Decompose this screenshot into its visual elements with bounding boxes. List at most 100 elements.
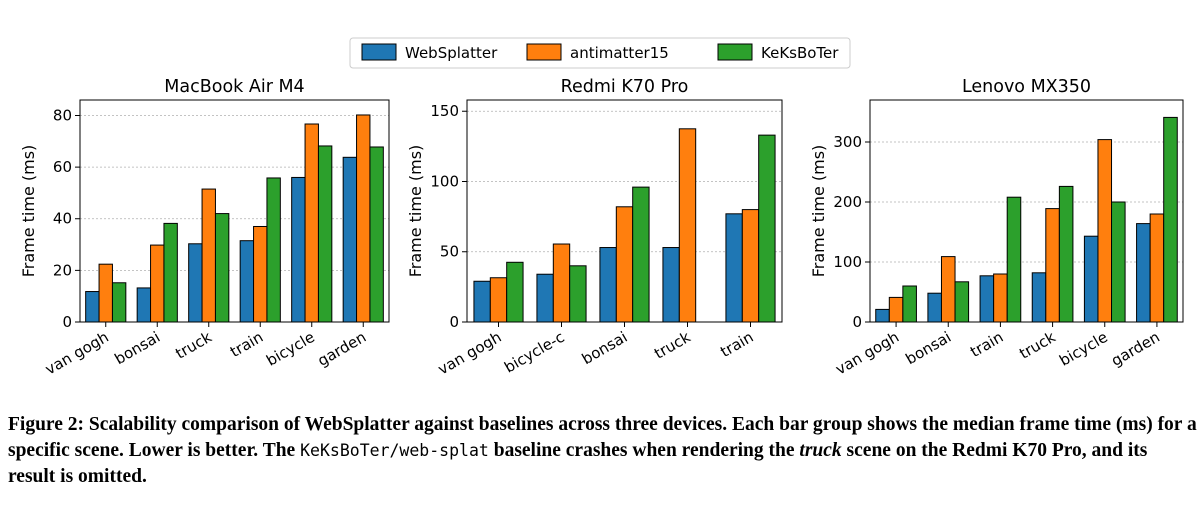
y-tick-label: 0	[62, 313, 72, 331]
y-tick-label: 150	[430, 102, 459, 120]
bar-train-antimatter15	[741, 209, 760, 323]
chart-title: Redmi K70 Pro	[561, 77, 689, 97]
bar-garden-antimatter15	[1149, 213, 1165, 323]
bar-van-gogh-KeKsBoTer	[902, 285, 917, 323]
bar-van-gogh-antimatter15	[489, 277, 508, 323]
y-axis-label: Frame time (ms)	[809, 145, 828, 278]
y-tick-label: 50	[440, 243, 459, 261]
bar-bonsai-KeKsBoTer	[632, 186, 650, 323]
bar-bicycle-WebSplatter	[291, 176, 306, 323]
y-tick-label: 0	[449, 313, 459, 331]
x-tick-label: van gogh	[42, 328, 112, 379]
bar-train-WebSplatter	[239, 240, 255, 323]
caption-text-3: scene on the Redmi K70 Pro, and its resu…	[8, 440, 1148, 487]
bar-truck-antimatter15	[201, 188, 216, 323]
bar-van-gogh-antimatter15	[98, 263, 113, 323]
bar-bicycle-c-KeKsBoTer	[569, 265, 587, 323]
caption-text-2: baseline crashes when rendering the	[488, 440, 800, 461]
axes-frame	[869, 99, 1184, 323]
x-tick-label: van gogh	[832, 328, 902, 379]
bar-train-antimatter15	[993, 273, 1008, 323]
bar-bonsai-KeKsBoTer	[954, 281, 970, 323]
x-tick-label: train	[227, 328, 266, 361]
bar-bonsai-KeKsBoTer	[163, 222, 178, 323]
caption-text-1: Figure 2: Scalability comparison of WebS…	[8, 414, 1197, 461]
bar-garden-WebSplatter	[1136, 223, 1151, 323]
x-tick-label: truck	[651, 328, 694, 363]
x-tick-label: van gogh	[435, 328, 505, 379]
bar-train-KeKsBoTer	[1006, 196, 1022, 323]
y-tick-label: 40	[53, 210, 72, 228]
chart-panel-2: 0 100 200 300 van gogh bonsai train truckbicycl…	[809, 77, 1184, 379]
x-tick-label: train	[717, 328, 756, 361]
legend-label-2: KeKsBoTer	[761, 44, 839, 62]
bar-bonsai-WebSplatter	[927, 292, 942, 323]
bar-train-KeKsBoTer	[266, 177, 281, 323]
y-tick-label: 20	[53, 261, 72, 279]
y-tick-label: 200	[833, 193, 862, 211]
bar-truck-antimatter15	[678, 128, 697, 323]
bar-bicycle-KeKsBoTer	[1111, 201, 1126, 323]
bar-bicycle-antimatter15	[304, 123, 319, 323]
x-tick-label: bonsai	[111, 328, 163, 368]
bar-truck-WebSplatter	[662, 247, 680, 323]
figure-charts: WebSplatter antimatter15 KeKsBoTer 0 20 40 60 8…	[19, 37, 1184, 379]
axes-frame	[466, 99, 783, 323]
bar-bicycle-antimatter15	[1097, 139, 1113, 323]
x-tick-label: garden	[1108, 328, 1163, 370]
bar-van-gogh-WebSplatter	[875, 308, 890, 323]
x-tick-label: bicycle	[263, 328, 317, 370]
bar-truck-WebSplatter	[188, 243, 203, 323]
bar-bonsai-antimatter15	[615, 206, 634, 323]
y-tick-label: 100	[430, 172, 459, 190]
bar-train-WebSplatter	[725, 213, 743, 323]
y-tick-label: 100	[833, 253, 862, 271]
bar-train-KeKsBoTer	[758, 134, 776, 323]
bar-van-gogh-KeKsBoTer	[111, 282, 127, 323]
x-tick-label: truck	[1016, 328, 1059, 363]
bar-bicycle-WebSplatter	[1083, 235, 1099, 323]
y-axis-label: Frame time (ms)	[406, 145, 425, 278]
y-tick-label: 300	[833, 133, 862, 151]
bar-bonsai-WebSplatter	[599, 247, 617, 323]
bar-bonsai-WebSplatter	[136, 287, 152, 323]
chart-panel-0: 0 20 40 60 80 van gogh bonsai truck trainbicycle…	[19, 77, 390, 379]
legend: WebSplatter antimatter15 KeKsBoTer	[349, 37, 851, 69]
legend-swatch-2	[717, 43, 753, 61]
y-tick-label: 0	[852, 313, 862, 331]
bar-bicycle-c-WebSplatter	[536, 273, 554, 323]
caption-code: KeKsBoTer/web-splat	[300, 441, 489, 460]
bar-van-gogh-antimatter15	[888, 296, 904, 323]
bar-truck-KeKsBoTer	[214, 213, 230, 323]
bar-garden-KeKsBoTer	[1163, 116, 1178, 323]
bar-truck-antimatter15	[1045, 208, 1060, 323]
bar-bicycle-c-antimatter15	[552, 243, 571, 323]
legend-label-1: antimatter15	[570, 44, 669, 62]
legend-swatch-0	[361, 43, 397, 61]
x-tick-label: bonsai	[579, 328, 631, 368]
caption-italic: truck	[799, 440, 842, 461]
legend-swatch-1	[526, 43, 562, 61]
x-tick-label: garden	[314, 328, 369, 370]
x-tick-label: train	[967, 328, 1006, 361]
y-axis-label: Frame time (ms)	[19, 145, 38, 278]
bar-van-gogh-WebSplatter	[85, 291, 100, 323]
x-tick-label: bicycle-c	[501, 328, 567, 377]
bar-bonsai-antimatter15	[940, 256, 956, 323]
bar-van-gogh-WebSplatter	[473, 280, 491, 323]
y-tick-label: 80	[53, 106, 72, 124]
x-tick-label: bonsai	[902, 328, 954, 368]
bar-train-WebSplatter	[979, 275, 995, 323]
bar-garden-antimatter15	[356, 114, 371, 323]
bar-truck-KeKsBoTer	[1058, 185, 1074, 323]
bar-garden-WebSplatter	[342, 156, 358, 323]
bar-train-antimatter15	[253, 225, 268, 323]
bar-van-gogh-KeKsBoTer	[506, 261, 524, 323]
y-tick-label: 60	[53, 158, 72, 176]
figure-caption: Figure 2: Scalability comparison of WebS…	[8, 412, 1198, 490]
x-tick-label: truck	[172, 328, 215, 363]
chart-title: Lenovo MX350	[962, 77, 1091, 97]
axes-frame	[79, 99, 390, 323]
bar-bonsai-antimatter15	[150, 244, 165, 323]
